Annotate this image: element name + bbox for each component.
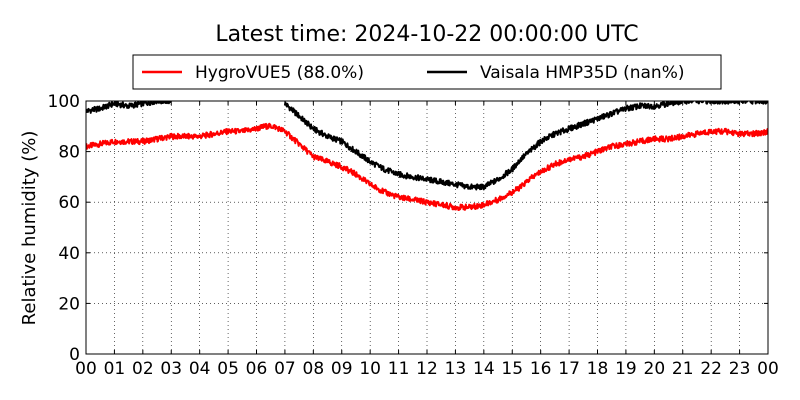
x-tick-label: 19 [615, 359, 637, 379]
series-line-vaisala [86, 101, 172, 114]
series-line-vaisala [283, 101, 768, 191]
legend-label-hygrovue5: HygroVUE5 (88.0%) [195, 63, 364, 83]
plot-area: 00 01 02 03 04 05 06 07 08 09 10 11 12 13 14 15 16 17 18 19… [48, 92, 779, 379]
x-tick-label: 03 [160, 359, 182, 379]
legend-label-vaisala: Vaisala HMP35D (nan%) [480, 63, 684, 83]
x-tick-label: 07 [274, 359, 296, 379]
y-tick-label: 40 [58, 244, 80, 264]
x-tick-label: 01 [104, 359, 126, 379]
x-tick-label: 00 [75, 359, 97, 379]
x-tick-label: 09 [331, 359, 353, 379]
series-line-hygrovue5 [86, 122, 768, 211]
y-tick-label: 100 [48, 92, 80, 112]
y-tick-label: 80 [58, 143, 80, 163]
x-tick-label: 14 [473, 359, 495, 379]
legend: HygroVUE5 (88.0%) Vaisala HMP35D (nan%) [132, 54, 722, 90]
x-tick-label: 08 [303, 359, 325, 379]
x-tick-label: 17 [558, 359, 580, 379]
y-axis-label: Relative humidity (%) [19, 131, 40, 326]
y-tick-label: 0 [69, 345, 80, 365]
x-tick-label: 00 [757, 359, 779, 379]
x-tick-label: 12 [416, 359, 438, 379]
x-tick-label: 02 [132, 359, 154, 379]
x-tick-label: 13 [445, 359, 467, 379]
x-tick-label: 18 [587, 359, 609, 379]
x-tick-label: 20 [644, 359, 666, 379]
x-tick-label: 21 [672, 359, 694, 379]
x-tick-label: 05 [217, 359, 239, 379]
x-tick-label: 22 [700, 359, 722, 379]
x-tick-label: 04 [189, 359, 211, 379]
x-tick-label: 23 [729, 359, 751, 379]
y-tick-label: 20 [58, 294, 80, 314]
x-tick-label: 16 [530, 359, 552, 379]
chart-title: Latest time: 2024-10-22 00:00:00 UTC [215, 22, 638, 47]
plot-frame [85, 100, 769, 355]
y-tick-label: 60 [58, 193, 80, 213]
x-tick-label: 10 [359, 359, 381, 379]
x-tick-label: 11 [388, 359, 410, 379]
x-tick-label: 06 [246, 359, 268, 379]
x-tick-label: 15 [501, 359, 523, 379]
